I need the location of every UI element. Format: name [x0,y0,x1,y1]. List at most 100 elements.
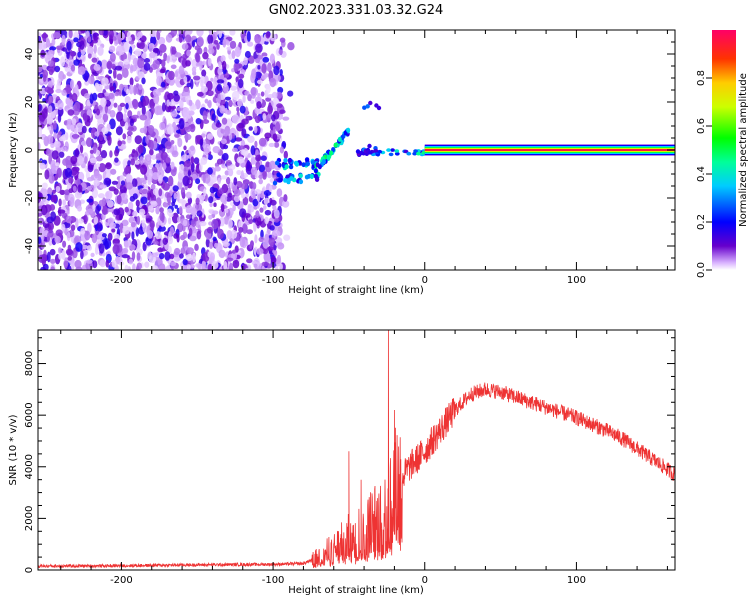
spectrogram-cell [260,155,267,161]
spectrogram-cell [87,36,92,43]
spectrogram-cell [92,203,96,212]
spectrogram-cell [123,58,130,65]
spectrogram-cell [163,156,171,164]
x-tick-label: 100 [567,575,586,586]
spectrogram-cell [377,149,383,154]
spectrogram-cell [175,76,179,86]
spectrogram-cell [222,60,227,71]
spectrogram-cell [337,136,342,142]
spectrogram-cell [189,235,197,242]
spectrogram-cell [79,40,85,50]
spectrogram-cell [277,242,285,250]
spectrogram-cell [121,254,129,259]
spectrogram-cell [51,150,59,160]
spectrogram-cell [58,253,62,260]
spectrogram-cell [182,258,188,266]
spectrogram-cell [47,187,53,196]
spectrogram-cell [267,202,271,208]
spectrogram-cell [181,265,189,270]
spectrogram-cell [202,110,208,121]
spectrogram-cell [301,162,306,168]
spectrogram-cell [90,252,95,258]
spectrogram-cell [119,102,126,107]
spectrogram-cell [56,99,64,111]
spectrogram-cell [267,246,275,251]
spectrogram-cell [141,77,146,85]
spectrogram-cell [84,75,89,82]
spectrogram-cell [159,211,165,222]
spectrogram-cell [211,113,216,121]
y-tick-label: -20 [24,190,35,206]
spectrogram-cell [111,259,117,268]
spectrogram-cell [412,151,418,156]
spectrogram-cell [133,84,137,96]
spectrogram-cell [120,180,126,186]
spectrogram-cell [283,150,288,160]
snr-frame [37,329,676,571]
spectrogram-cell [178,119,185,130]
spectrogram-cell [207,57,212,67]
spectrogram-cell [262,113,267,121]
spectrogram-cell [255,58,260,64]
spectrogram-cell [152,47,159,54]
spectrogram-cell [250,87,257,96]
spectrogram-cell [95,155,103,162]
spectrogram-cell [126,173,132,181]
spectrogram-cell [242,223,248,234]
spectrogram-cell [46,113,54,124]
spectrogram-cell [276,172,281,178]
spectrogram-cell [131,178,138,188]
y-tick-label: 20 [24,96,35,109]
spectrogram-cell [71,259,75,270]
spectrogram-cell [159,43,167,53]
spectrogram-cell [80,30,86,34]
spectrogram-cell [208,214,213,220]
spectrogram-cell [86,177,94,182]
spectrogram-cell [145,168,153,178]
spectrogram-cell [78,173,84,179]
spectrogram-heat-layer [38,30,675,270]
spectrogram-cell [229,30,236,36]
spectrogram-cell [126,135,132,144]
spectrogram-cell [206,90,214,97]
spectrogram-cell [173,117,179,123]
spectrogram-cell [196,210,203,217]
spectrogram-cell [240,170,244,180]
spectrogram-cell [256,101,262,109]
spectrogram-cell [93,179,100,187]
spectrogram-cell [273,209,280,219]
spectrogram-cell [147,175,152,183]
spectrogram-cell [275,121,281,132]
spectrogram-cell [162,162,167,171]
spectrogram-cell [218,30,222,39]
spectrogram-cell [149,30,157,38]
spectrogram-cell [77,184,83,193]
spectrogram-cell [65,215,72,224]
spectrogram-cell [282,116,290,121]
spectrogram-cell [158,225,166,232]
spectrogram-cell [287,42,295,51]
spectrogram-cell [179,253,184,259]
spectrogram-cell [188,99,193,107]
spectrogram-cell [49,248,56,256]
spectrogram-cell [167,217,172,225]
spectrogram-cell [70,224,76,231]
spectrogram-cell [374,103,379,108]
spectrogram-cell [181,43,189,50]
spectrogram-cell [219,216,225,227]
colorbar-tick-label: 0.0 [696,262,707,278]
spectrogram-cell [53,132,57,140]
spectrogram-cell [128,258,134,265]
spectrogram-cell [185,254,194,261]
spectrogram-cell [173,93,180,102]
spectrogram-cell [68,30,73,39]
spectrogram-cell [193,75,201,81]
spectrogram-cell [43,136,50,147]
spectrogram-cell [201,208,205,219]
spectrogram-cell [50,266,55,270]
spectrogram-cell [48,174,55,184]
spectrogram-cell [128,40,135,45]
spectrogram-cell [212,76,219,88]
spectrogram-cell [259,207,264,213]
